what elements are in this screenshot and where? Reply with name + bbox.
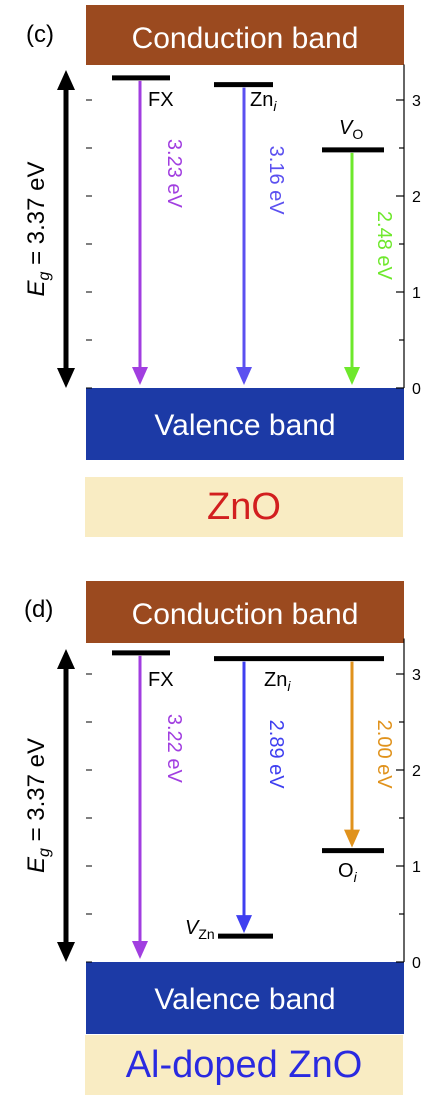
energy-diagram-al-doped-zno: (d) Conduction band Valence band 0 1 2 3 Eg… — [23, 581, 421, 1034]
level-label: FX — [148, 669, 174, 691]
gap-arrow-head-up — [57, 70, 75, 90]
level-label: FX — [148, 89, 174, 111]
transition-arrowhead — [236, 915, 252, 934]
conduction-band — [86, 5, 404, 65]
band-gap-arrow: Eg = 3.37 eV — [23, 649, 75, 962]
tick-label: 0 — [412, 381, 421, 398]
tick-label: 3 — [412, 93, 421, 110]
level-label: Zni — [264, 669, 291, 694]
band-gap-label: Eg = 3.37 eV — [23, 738, 53, 873]
valence-band-label: Valence band — [154, 983, 335, 1016]
level-label: Zni — [250, 89, 277, 114]
level-label: VO — [339, 117, 363, 142]
transition-arrowhead — [236, 367, 252, 385]
energy-axis: 0 1 2 3 — [86, 64, 421, 398]
caption-text: Al-doped ZnO — [125, 1043, 363, 1086]
transition-arrowhead — [132, 367, 148, 385]
caption-zno: ZnO — [85, 477, 403, 537]
valence-band — [86, 962, 404, 1034]
transition-arrowhead — [344, 367, 360, 385]
transition-label: 3.22 eV — [163, 714, 185, 784]
conduction-band-label: Conduction band — [132, 598, 359, 631]
band-gap-arrow: Eg = 3.37 eV — [23, 70, 75, 388]
tick-label: 1 — [412, 285, 421, 302]
transition-label: 3.23 eV — [163, 139, 185, 209]
gap-arrow-head-down — [57, 368, 75, 388]
conduction-band — [86, 581, 404, 643]
caption-al-doped-zno: Al-doped ZnO — [85, 1035, 403, 1095]
transition-arrowhead — [344, 829, 360, 848]
tick-label: 2 — [412, 189, 421, 206]
transition-label: 2.89 eV — [265, 720, 287, 790]
panel-letter: (c) — [26, 21, 54, 48]
transition-label: 2.48 eV — [373, 211, 395, 281]
energy-diagram-zno: (c) Conduction band Valence band 0 1 2 3 Eg… — [23, 5, 421, 460]
transition-label: 3.16 eV — [265, 146, 287, 216]
transitions: 3.23 eV 3.16 eV 2.48 eV — [132, 80, 395, 385]
transitions: 3.22 eV 2.89 eV 2.00 eV — [132, 655, 395, 959]
caption-text: ZnO — [207, 485, 281, 528]
conduction-band-label: Conduction band — [132, 22, 359, 55]
band-gap-label: Eg = 3.37 eV — [23, 161, 53, 296]
energy-axis: 0 1 2 3 — [86, 638, 421, 972]
defect-levels: FX Zni VZn Oi — [112, 650, 384, 942]
gap-arrow-head-up — [57, 649, 75, 669]
tick-label: 2 — [412, 763, 421, 780]
level-label: Oi — [338, 860, 358, 885]
valence-band — [86, 388, 404, 460]
tick-label: 1 — [412, 859, 421, 876]
transition-label: 2.00 eV — [373, 720, 395, 790]
tick-label: 3 — [412, 667, 421, 684]
level-label: VZn — [185, 917, 215, 942]
transition-arrowhead — [132, 941, 148, 959]
panel-letter: (d) — [24, 596, 53, 623]
gap-arrow-head-down — [57, 942, 75, 962]
valence-band-label: Valence band — [154, 409, 335, 442]
defect-levels: FX Zni VO — [112, 75, 384, 153]
tick-label: 0 — [412, 955, 421, 972]
